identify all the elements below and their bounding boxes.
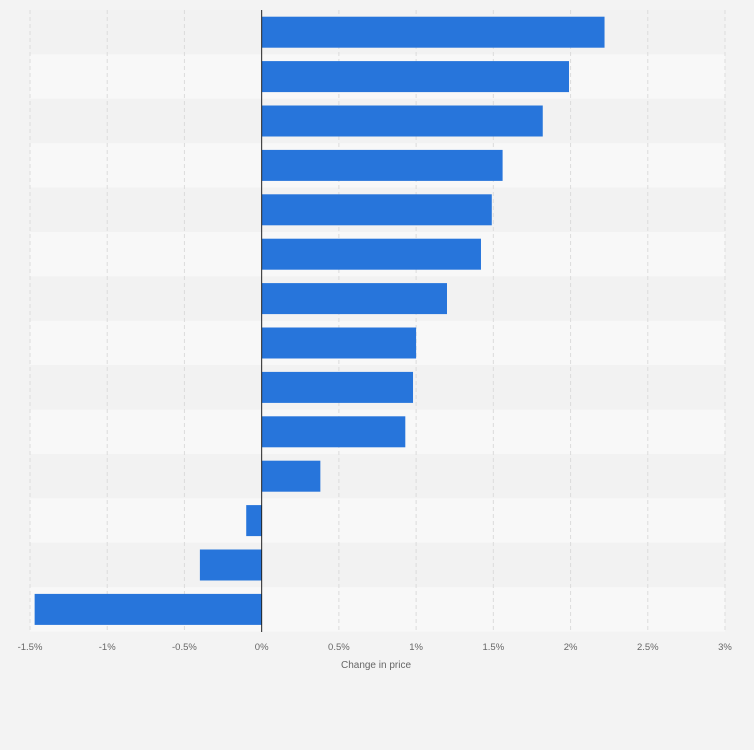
bar (199, 549, 262, 581)
row-band (30, 542, 725, 588)
row-bands (30, 10, 725, 632)
bar (246, 505, 262, 537)
x-axis-label: Change in price (341, 660, 411, 671)
x-tick-label: -1% (99, 642, 116, 653)
x-tick-label: 1.5% (483, 642, 505, 653)
x-tick-label: 2% (564, 642, 578, 653)
x-tick-labels: -1.5% -1% -0.5% 0% 0.5% 1% 1.5% 2% 2.5% 3% (18, 642, 733, 653)
bar (261, 327, 417, 359)
x-tick-label: 2.5% (637, 642, 659, 653)
x-tick-label: 3% (718, 642, 732, 653)
x-tick-label: -0.5% (172, 642, 197, 653)
x-tick-label: 0% (255, 642, 269, 653)
bars (34, 16, 605, 625)
bar (261, 283, 447, 315)
bar (261, 238, 481, 270)
row-band (30, 498, 725, 543)
bar (261, 149, 503, 181)
bar (34, 593, 262, 625)
row-band (30, 454, 725, 499)
bar (261, 371, 414, 403)
x-tick-label: -1.5% (18, 642, 43, 653)
bar (261, 61, 570, 93)
x-tick-label: 0.5% (328, 642, 350, 653)
bar (261, 194, 492, 226)
grid-lines (29, 10, 726, 632)
bar (261, 105, 543, 137)
bar (261, 16, 605, 48)
bar (261, 460, 321, 492)
bar (261, 416, 406, 448)
x-tick-label: 1% (409, 642, 423, 653)
